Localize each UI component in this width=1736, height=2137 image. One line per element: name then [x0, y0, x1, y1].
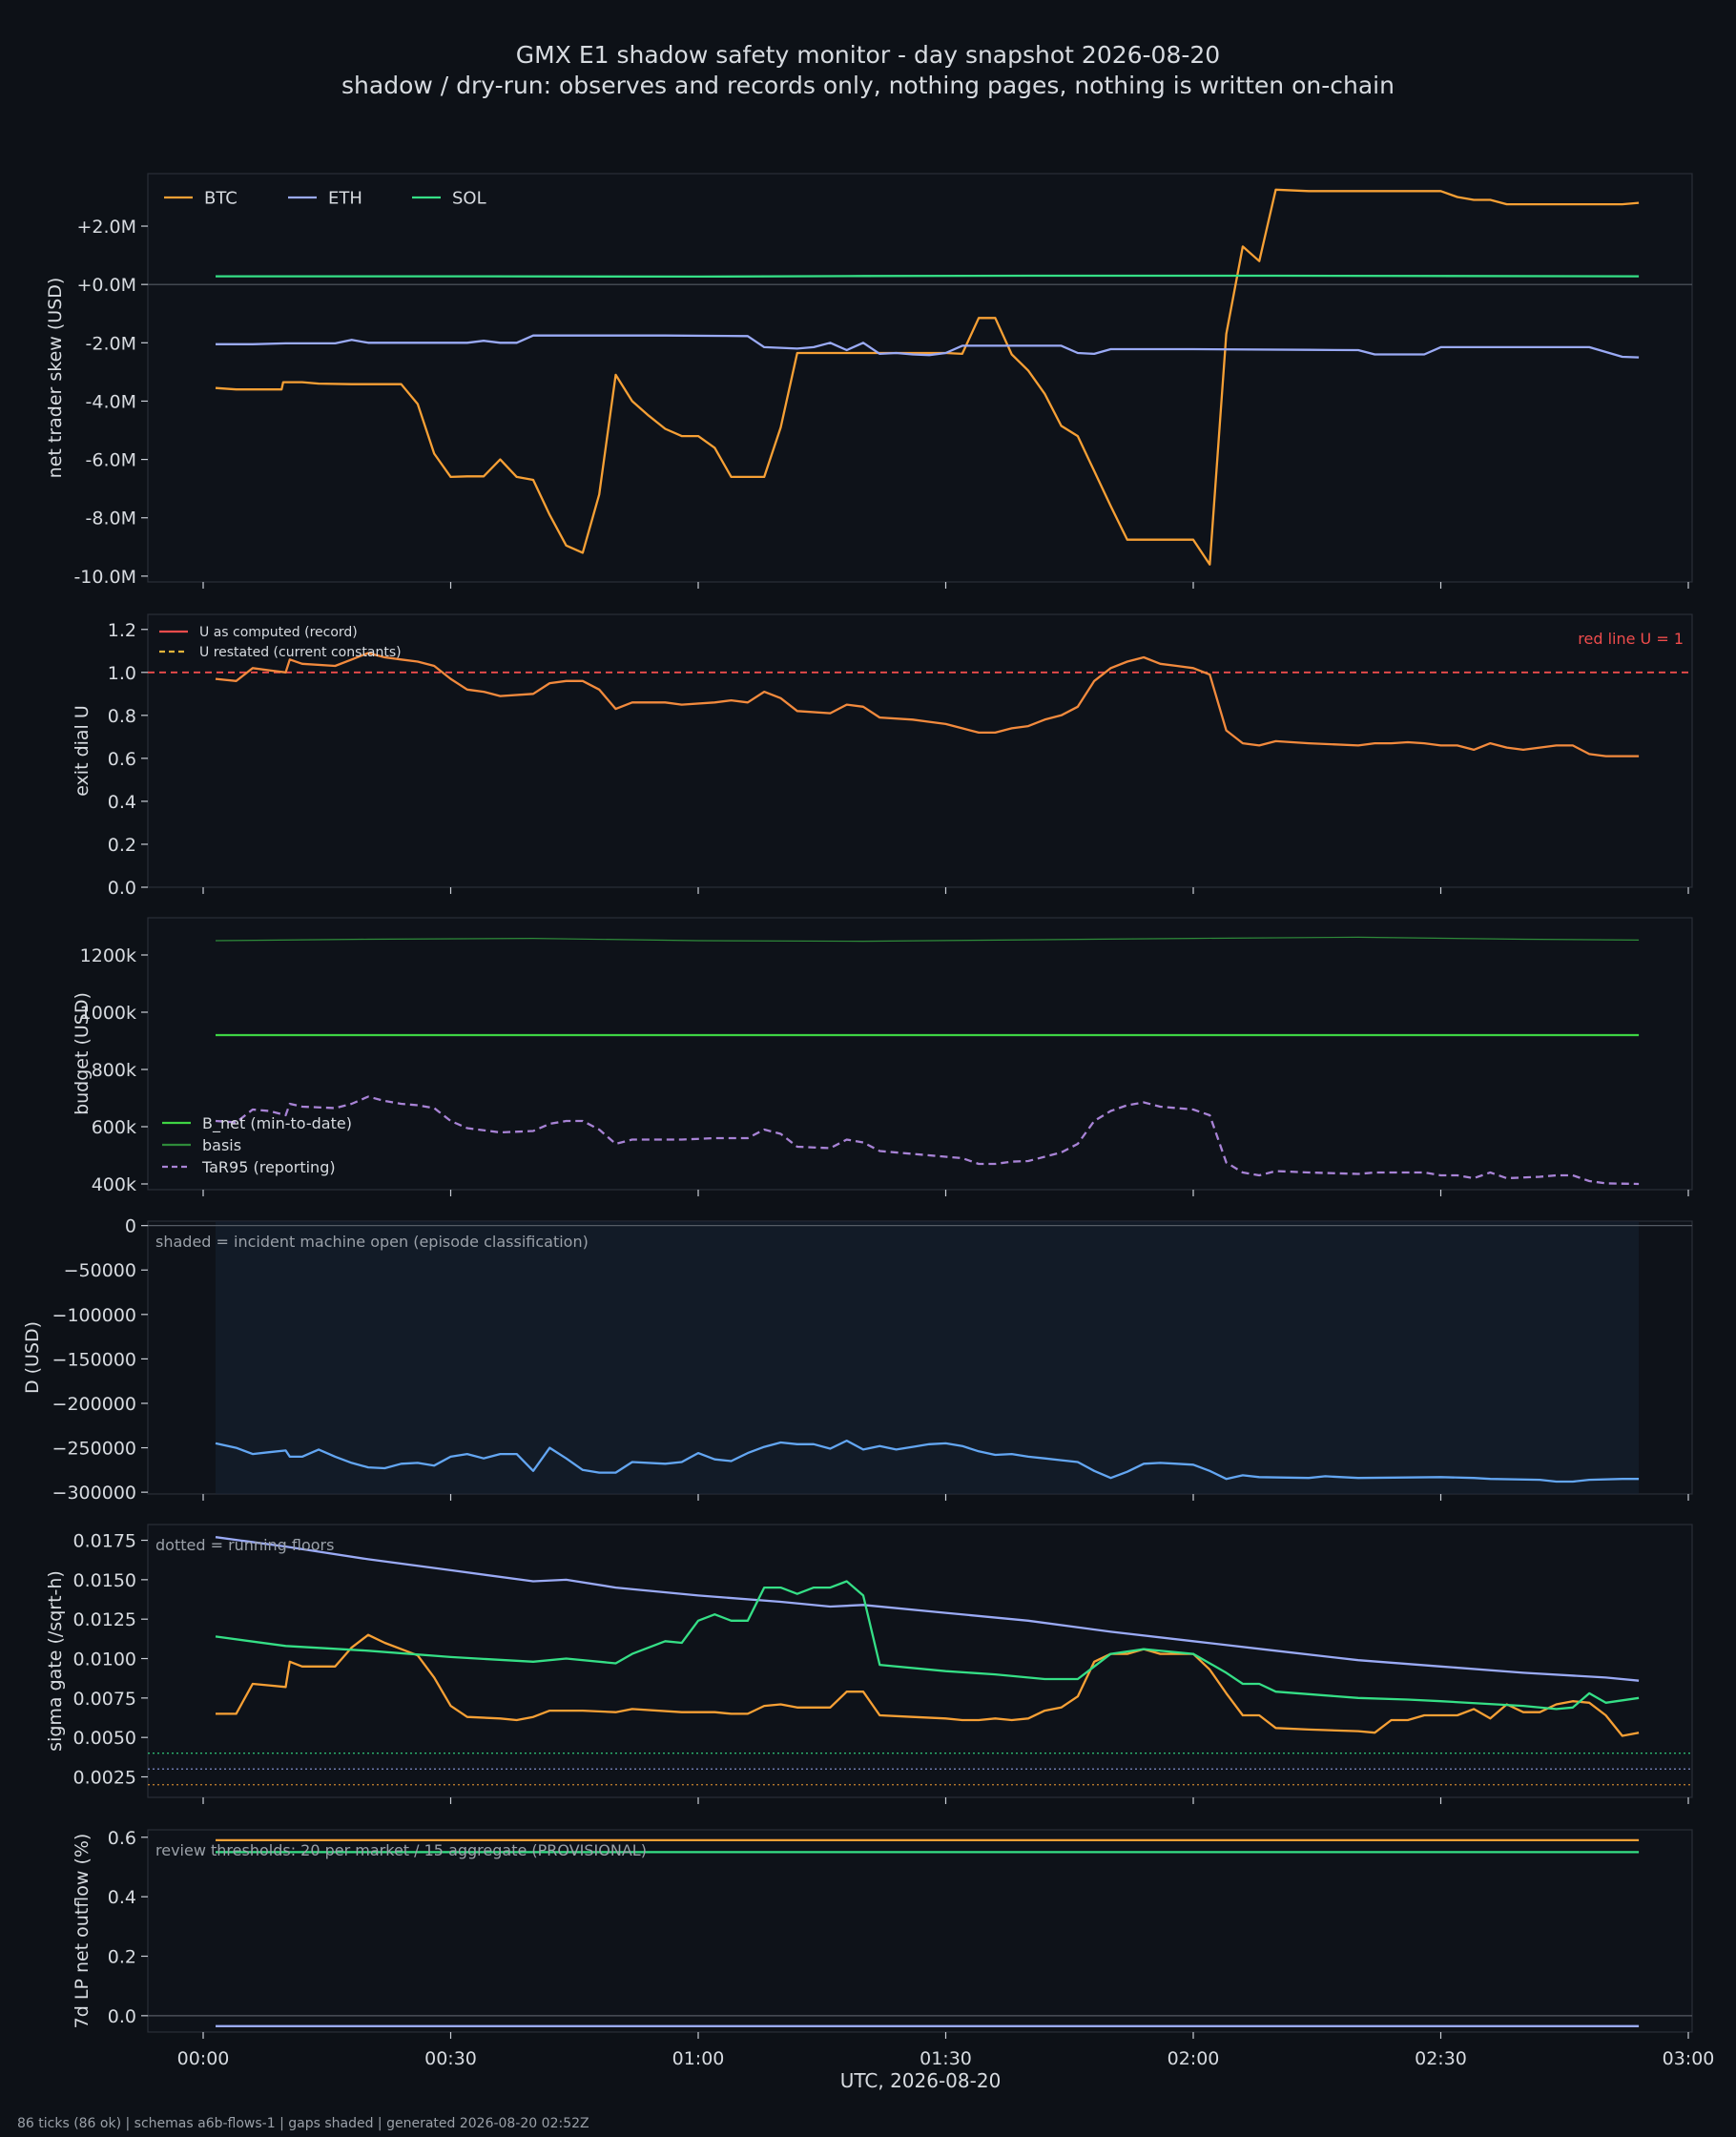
panel-outflow: 0.6 0.4 0.2 0.0 7d LP net outflow (%) review …	[72, 1828, 1693, 2039]
figure-subtitle: shadow / dry-run: observes and records o…	[341, 72, 1395, 99]
panel-sigma-ytick-label: 0.0050	[73, 1728, 136, 1749]
panel-sigma-frame	[147, 1524, 1693, 1798]
panel-exitdial-annotation: red line U = 1	[1578, 630, 1684, 648]
panel-sigma-ytick-label: 0.0025	[73, 1768, 136, 1789]
panel-budget-legend-label: B_net (min-to-date)	[202, 1114, 352, 1133]
panel-dvalue-ytick-label: −250000	[52, 1439, 136, 1460]
panels-group: +2.0M +0.0M -2.0M -4.0M -6.0M -8.0M -10.0M net …	[22, 173, 1715, 2069]
x-tick-label: 00:00	[177, 2048, 230, 2069]
panel-outflow-ylabel: 7d LP net outflow (%)	[72, 1834, 93, 2029]
panel-exitdial-series-u	[215, 652, 1640, 757]
panel-dvalue-ytick-label: −300000	[52, 1483, 136, 1504]
x-tick-label: 02:00	[1168, 2048, 1220, 2069]
panel-skew-legend-label: BTC	[204, 188, 238, 208]
panel-sigma-ytick-label: 0.0150	[73, 1570, 136, 1591]
panel-budget-ytick-label: 800k	[92, 1060, 136, 1081]
panel-budget-ytick-label: 400k	[92, 1174, 136, 1195]
panel-skew-series-sol	[216, 274, 1640, 279]
panel-exitdial-ytick-label: 0.2	[108, 835, 136, 856]
panel-exitdial-ytick-label: 1.0	[108, 663, 136, 684]
panel-outflow-annotation: review thresholds: 20 per market / 15 ag…	[155, 1841, 647, 1859]
panel-sigma-ytick-label: 0.0125	[73, 1609, 136, 1630]
panel-skew-ytick-label: -6.0M	[86, 450, 136, 471]
panel-budget-series-basis	[215, 936, 1640, 943]
panel-skew-ytick-label: -4.0M	[86, 391, 136, 412]
panel-sigma-series-sol	[215, 1580, 1640, 1711]
panel-dvalue-series-d	[215, 1439, 1640, 1483]
panel-skew-ytick-label: -8.0M	[86, 508, 136, 529]
panel-exitdial-ytick-label: 0.6	[108, 749, 136, 770]
panel-outflow-ytick-label: 0.6	[108, 1828, 136, 1849]
figure-title: GMX E1 shadow safety monitor - day snaps…	[516, 41, 1220, 69]
panel-dvalue-annotation: shaded = incident machine open (episode …	[155, 1233, 589, 1251]
panel-skew-ylabel: net trader skew (USD)	[45, 278, 66, 479]
panel-budget-legend-label: TaR95 (reporting)	[201, 1158, 336, 1176]
panel-dvalue-shaded-region	[215, 1221, 1640, 1494]
panel-sigma-series-btc	[216, 1633, 1640, 1737]
panel-budget-series-tar95	[215, 1095, 1640, 1186]
x-axis-label: UTC, 2026-08-20	[840, 2069, 1002, 2092]
panel-sigma-ytick-label: 0.0100	[73, 1649, 136, 1670]
panel-budget-ylabel: budget (USD)	[72, 992, 93, 1115]
panel-budget-ytick-label: 600k	[92, 1117, 136, 1138]
panel-exitdial-ylabel: exit dial U	[72, 705, 93, 797]
panel-skew-ytick-label: -2.0M	[86, 333, 136, 354]
panel-skew-frame	[147, 173, 1693, 583]
x-tick-label: 03:00	[1663, 2048, 1715, 2069]
panel-budget: 1200k 1000k 800k 600k 400k budget (USD) B_net …	[72, 917, 1693, 1196]
panel-exitdial-ytick-label: 0.8	[108, 706, 136, 727]
panel-skew-series-eth	[216, 334, 1640, 359]
panel-skew-ytick-label: -10.0M	[73, 567, 136, 588]
panel-dvalue-ytick-label: −100000	[52, 1305, 136, 1326]
panel-dvalue: 0 −50000 −100000 −150000 −200000 −250000 −3000…	[22, 1216, 1693, 1504]
panel-skew: +2.0M +0.0M -2.0M -4.0M -6.0M -8.0M -10.0M net …	[45, 173, 1693, 589]
panel-dvalue-ytick-label: −150000	[52, 1349, 136, 1370]
panel-exitdial-ytick-label: 1.2	[108, 620, 136, 641]
panel-budget-legend-label: basis	[202, 1136, 241, 1154]
panel-dvalue-ytick-label: −200000	[52, 1394, 136, 1415]
panel-dvalue-ylabel: D (USD)	[22, 1321, 43, 1394]
panel-outflow-ytick-label: 0.4	[108, 1887, 136, 1908]
panel-sigma: 0.0175 0.0150 0.0125 0.0100 0.0075 0.0050 0.00…	[45, 1524, 1693, 1804]
panel-dvalue-ytick-label: −50000	[64, 1260, 136, 1281]
panel-skew-series-btc	[215, 188, 1640, 566]
panel-skew-legend-label: ETH	[328, 188, 362, 208]
panel-sigma-ytick-label: 0.0075	[73, 1689, 136, 1710]
panel-sigma-series-eth	[215, 1536, 1640, 1682]
panel-outflow-frame	[147, 1829, 1693, 2033]
panel-skew-ytick-label: +0.0M	[76, 275, 136, 296]
panel-skew-ytick-label: +2.0M	[76, 217, 136, 238]
panel-exitdial-legend-label: U restated (current constants)	[199, 645, 402, 660]
panel-dvalue-ytick-label: 0	[125, 1216, 136, 1237]
panel-budget-ytick-label: 1200k	[80, 945, 136, 966]
panel-exitdial-ytick-label: 0.4	[108, 792, 136, 813]
x-tick-label: 01:00	[672, 2048, 725, 2069]
panel-sigma-ylabel: sigma gate (/sqrt-h)	[45, 1570, 66, 1752]
x-tick-label: 01:30	[920, 2048, 972, 2069]
panel-budget-ytick-label: 1000k	[80, 1003, 136, 1024]
panel-sigma-ytick-label: 0.0175	[73, 1531, 136, 1552]
x-tick-label: 02:30	[1415, 2048, 1467, 2069]
figure-footer: 86 ticks (86 ok) | schemas a6b-flows-1 |…	[17, 2116, 589, 2131]
x-tick-label: 00:30	[424, 2048, 477, 2069]
panel-exitdial: 1.2 1.0 0.8 0.6 0.4 0.2 0.0 exit dial U red line…	[72, 613, 1693, 899]
panel-outflow-ytick-label: 0.0	[108, 2006, 136, 2027]
panel-exitdial-legend-label: U as computed (record)	[199, 625, 358, 640]
panel-exitdial-ytick-label: 0.0	[108, 878, 136, 899]
panel-skew-legend-label: SOL	[452, 188, 486, 208]
panel-outflow-ytick-label: 0.2	[108, 1947, 136, 1968]
panel-budget-frame	[147, 917, 1693, 1191]
panel-sigma-annotation: dotted = running floors	[155, 1536, 334, 1554]
